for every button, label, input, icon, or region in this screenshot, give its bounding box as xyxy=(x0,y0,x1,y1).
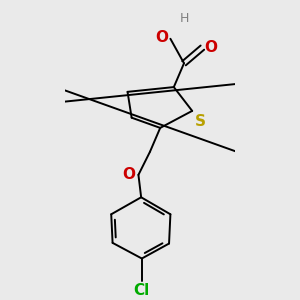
Text: O: O xyxy=(123,167,136,182)
Text: O: O xyxy=(155,30,168,45)
Text: O: O xyxy=(204,40,218,55)
Text: H: H xyxy=(179,12,189,25)
Text: S: S xyxy=(195,114,206,129)
Text: Cl: Cl xyxy=(134,283,150,298)
